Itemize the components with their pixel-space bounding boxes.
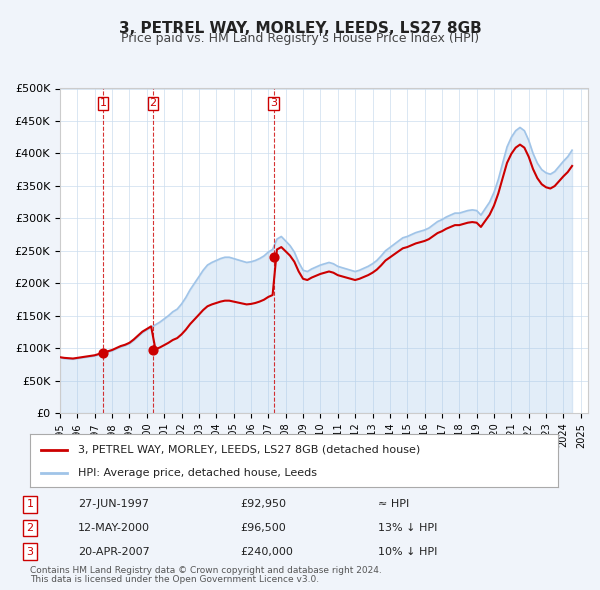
Text: 27-JUN-1997: 27-JUN-1997 xyxy=(78,500,149,509)
Point xyxy=(269,253,278,262)
Text: 1: 1 xyxy=(100,98,107,108)
Text: 10% ↓ HPI: 10% ↓ HPI xyxy=(378,547,437,556)
Text: Contains HM Land Registry data © Crown copyright and database right 2024.: Contains HM Land Registry data © Crown c… xyxy=(30,566,382,575)
Text: 1: 1 xyxy=(26,500,34,509)
Point xyxy=(148,346,158,355)
Text: 13% ↓ HPI: 13% ↓ HPI xyxy=(378,523,437,533)
Text: 2: 2 xyxy=(149,98,157,108)
Text: ≈ HPI: ≈ HPI xyxy=(378,500,409,509)
Text: 12-MAY-2000: 12-MAY-2000 xyxy=(78,523,150,533)
Text: 20-APR-2007: 20-APR-2007 xyxy=(78,547,150,556)
Text: 3: 3 xyxy=(270,98,277,108)
Text: Price paid vs. HM Land Registry's House Price Index (HPI): Price paid vs. HM Land Registry's House … xyxy=(121,32,479,45)
Text: £240,000: £240,000 xyxy=(240,547,293,556)
Text: 3: 3 xyxy=(26,547,34,556)
Text: 2: 2 xyxy=(26,523,34,533)
Text: £96,500: £96,500 xyxy=(240,523,286,533)
Text: 3, PETREL WAY, MORLEY, LEEDS, LS27 8GB: 3, PETREL WAY, MORLEY, LEEDS, LS27 8GB xyxy=(119,21,481,35)
Text: 3, PETREL WAY, MORLEY, LEEDS, LS27 8GB (detached house): 3, PETREL WAY, MORLEY, LEEDS, LS27 8GB (… xyxy=(77,445,420,454)
Text: HPI: Average price, detached house, Leeds: HPI: Average price, detached house, Leed… xyxy=(77,468,317,478)
Text: This data is licensed under the Open Government Licence v3.0.: This data is licensed under the Open Gov… xyxy=(30,575,319,584)
Point xyxy=(98,348,108,358)
Text: £92,950: £92,950 xyxy=(240,500,286,509)
